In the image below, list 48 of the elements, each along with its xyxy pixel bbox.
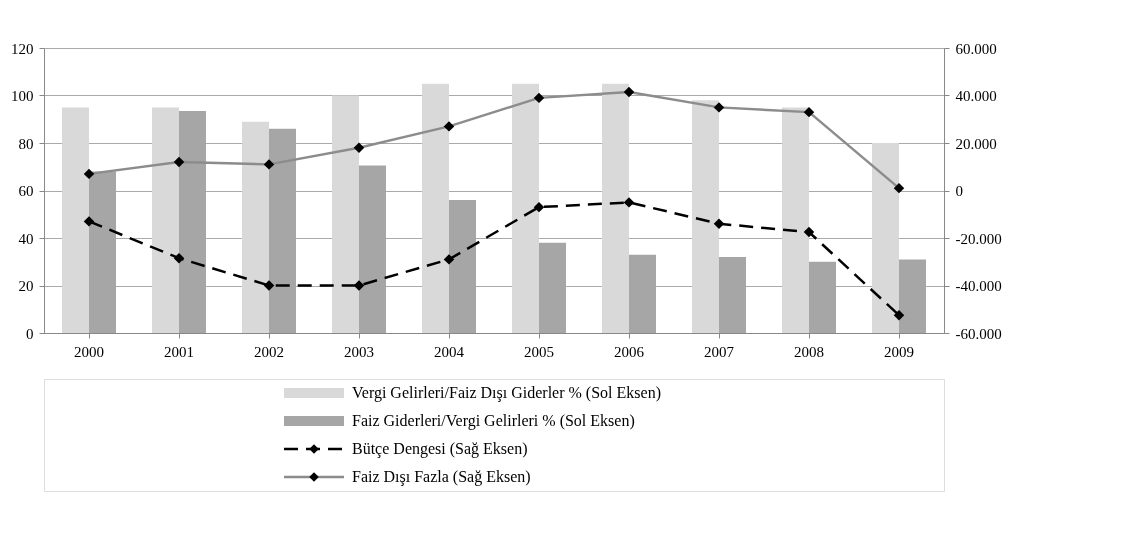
y2-tick-label: 40.000 — [955, 88, 997, 104]
y2-tick-label: -20.000 — [955, 230, 1002, 247]
legend-label: Faiz Giderleri/Vergi Gelirleri % (Sol Eksen) — [352, 412, 635, 430]
y-tick-label: 0 — [26, 325, 34, 342]
x-tick-label: 2002 — [254, 343, 284, 360]
bar — [242, 121, 269, 333]
y2-tick-label: 0 — [955, 183, 963, 199]
y2-tick-label: 20.000 — [955, 135, 997, 152]
point — [443, 254, 455, 265]
y-tick-label: 40 — [18, 230, 34, 247]
y-tick-label: 120 — [11, 40, 34, 57]
bar — [692, 100, 719, 333]
y-tick-label: 80 — [18, 135, 34, 152]
legend-label: Vergi Gelirleri/Faiz Dışı Giderler % (Sol Eksen) — [352, 384, 661, 402]
x-tick-label: 2004 — [434, 343, 465, 360]
point — [83, 216, 95, 227]
y-tick-label: 60 — [18, 183, 34, 199]
x-tick-label: 2009 — [884, 343, 914, 360]
point — [713, 218, 725, 229]
point — [893, 309, 905, 321]
bar — [332, 95, 359, 333]
bar — [872, 143, 899, 333]
y2-tick-label: -40.000 — [955, 278, 1002, 294]
bar — [782, 107, 809, 333]
y2-tick-label: -60.000 — [955, 325, 1002, 342]
point — [533, 201, 545, 213]
x-tick-label: 2008 — [794, 343, 824, 360]
point — [173, 252, 185, 264]
y2-tick-label: 60.000 — [955, 40, 997, 57]
x-tick-label: 2007 — [704, 343, 735, 360]
bar — [422, 83, 449, 333]
x-tick-label: 2003 — [344, 343, 374, 360]
point — [353, 280, 365, 291]
x-tick-label: 2000 — [74, 343, 104, 360]
x-tick-label: 2005 — [524, 343, 554, 360]
bar — [62, 107, 89, 333]
point — [803, 226, 815, 238]
bar — [152, 107, 179, 333]
bar — [512, 83, 539, 333]
y-tick-label: 100 — [11, 88, 34, 104]
bar — [602, 83, 629, 333]
y-tick-label: 20 — [18, 278, 34, 294]
point — [623, 197, 635, 208]
x-tick-label: 2001 — [164, 343, 194, 360]
legend-label: Faiz Dışı Fazla (Sağ Eksen) — [352, 468, 531, 486]
point — [263, 280, 275, 291]
x-tick-label: 2006 — [614, 343, 645, 360]
legend-label: Bütçe Dengesi (Sağ Eksen) — [352, 440, 528, 458]
